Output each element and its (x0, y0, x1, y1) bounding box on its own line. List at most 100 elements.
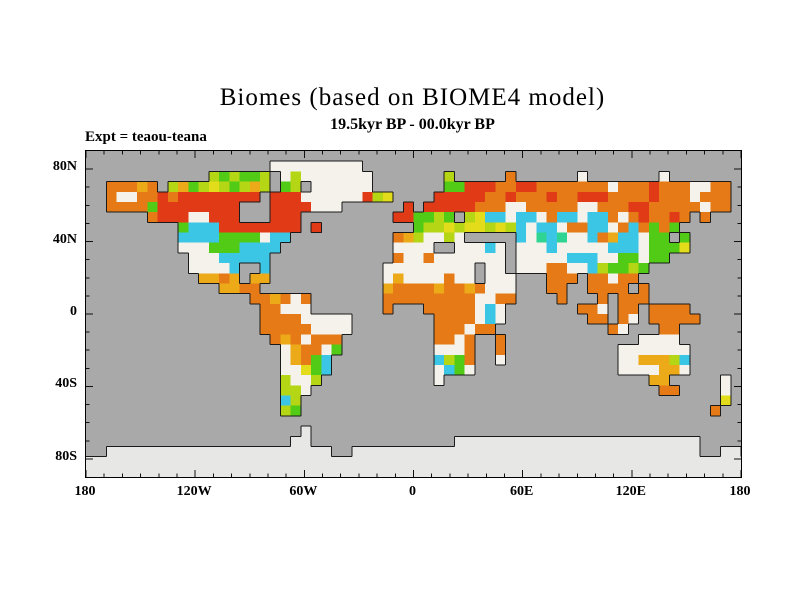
map-cell (659, 171, 670, 182)
map-cell (259, 466, 271, 477)
map-cell (628, 456, 640, 468)
map-cell (311, 364, 322, 376)
map-cell (116, 466, 128, 477)
map-cell (239, 283, 251, 295)
map-cell (372, 446, 384, 458)
map-cell (198, 212, 210, 223)
map-cell (444, 283, 455, 295)
map-cell (628, 466, 640, 477)
map-cell (331, 181, 343, 193)
map-cell (659, 242, 670, 254)
map-cell (464, 283, 476, 295)
map-cell (454, 364, 466, 376)
map-cell (321, 191, 333, 203)
map-cell (341, 161, 353, 172)
map-cell (546, 181, 558, 193)
map-cell (659, 191, 670, 203)
map-cell (300, 375, 312, 386)
map-cell (433, 334, 445, 345)
map-cell (393, 232, 404, 244)
map-cell (433, 375, 445, 386)
map-cell (495, 334, 507, 345)
map-cell (106, 446, 118, 458)
map-cell (229, 263, 240, 274)
map-cell (587, 466, 599, 477)
map-cell (259, 181, 271, 193)
map-cell (648, 201, 660, 213)
map-cell (607, 181, 619, 193)
map-cell (208, 273, 220, 284)
map-cell (188, 242, 199, 254)
map-cell (669, 314, 680, 325)
map-cell (290, 201, 302, 213)
map-cell (638, 263, 650, 274)
map-cell (423, 303, 435, 315)
map-cell (485, 303, 496, 315)
map-cell (526, 222, 537, 233)
map-cell (433, 303, 445, 315)
map-cell (597, 181, 609, 193)
map-cell (331, 201, 343, 213)
map-cell (188, 212, 199, 223)
map-cell (219, 456, 230, 468)
map-cell (577, 191, 588, 203)
map-cell (556, 242, 568, 254)
map-cell (352, 466, 363, 477)
map-cell (259, 242, 271, 254)
map-cell (341, 171, 353, 182)
map-cell (607, 252, 619, 264)
map-cell (648, 334, 660, 345)
map-cell (648, 456, 660, 468)
map-cell (219, 263, 230, 274)
map-cell (249, 456, 261, 468)
map-cell (116, 456, 128, 468)
map-cell (587, 201, 599, 213)
map-cell (290, 303, 302, 315)
map-cell (362, 171, 373, 182)
map-cell (300, 161, 312, 172)
map-cell (495, 303, 507, 315)
map-cell (648, 252, 660, 264)
map-cell (607, 263, 619, 274)
map-cell (423, 456, 435, 468)
map-cell (239, 456, 251, 468)
map-cell (188, 181, 199, 193)
map-cell (485, 191, 496, 203)
map-cell (321, 364, 333, 376)
map-cell (587, 303, 599, 315)
map-cell (710, 191, 721, 203)
map-cell (157, 201, 169, 213)
map-cell (290, 191, 302, 203)
map-cell (198, 456, 210, 468)
map-cell (700, 466, 711, 477)
map-cell (300, 385, 312, 396)
map-cell (464, 273, 476, 284)
map-cell (280, 385, 292, 396)
map-cell (219, 212, 230, 223)
map-cell (270, 324, 281, 335)
map-cell (167, 181, 179, 193)
map-cell (321, 171, 333, 182)
map-cell (679, 303, 691, 315)
map-cell (536, 191, 547, 203)
map-cell (495, 446, 507, 458)
map-cell (577, 171, 588, 182)
map-cell (567, 466, 578, 477)
map-cell (679, 344, 691, 356)
map-cell (679, 191, 691, 203)
map-cell (485, 181, 496, 193)
map-cell (474, 201, 486, 213)
map-cell (607, 436, 619, 447)
map-cell (495, 201, 507, 213)
map-cell (444, 314, 455, 325)
map-cell (495, 354, 507, 366)
map-cell (515, 181, 527, 193)
map-cell (423, 252, 435, 264)
map-cell (208, 201, 220, 213)
map-cell (464, 201, 476, 213)
map-cell (280, 191, 292, 203)
map-cell (505, 446, 517, 458)
map-cell (628, 446, 640, 458)
plot-title: Biomes (based on BIOME4 model) (219, 84, 606, 111)
map-cell (178, 232, 189, 244)
